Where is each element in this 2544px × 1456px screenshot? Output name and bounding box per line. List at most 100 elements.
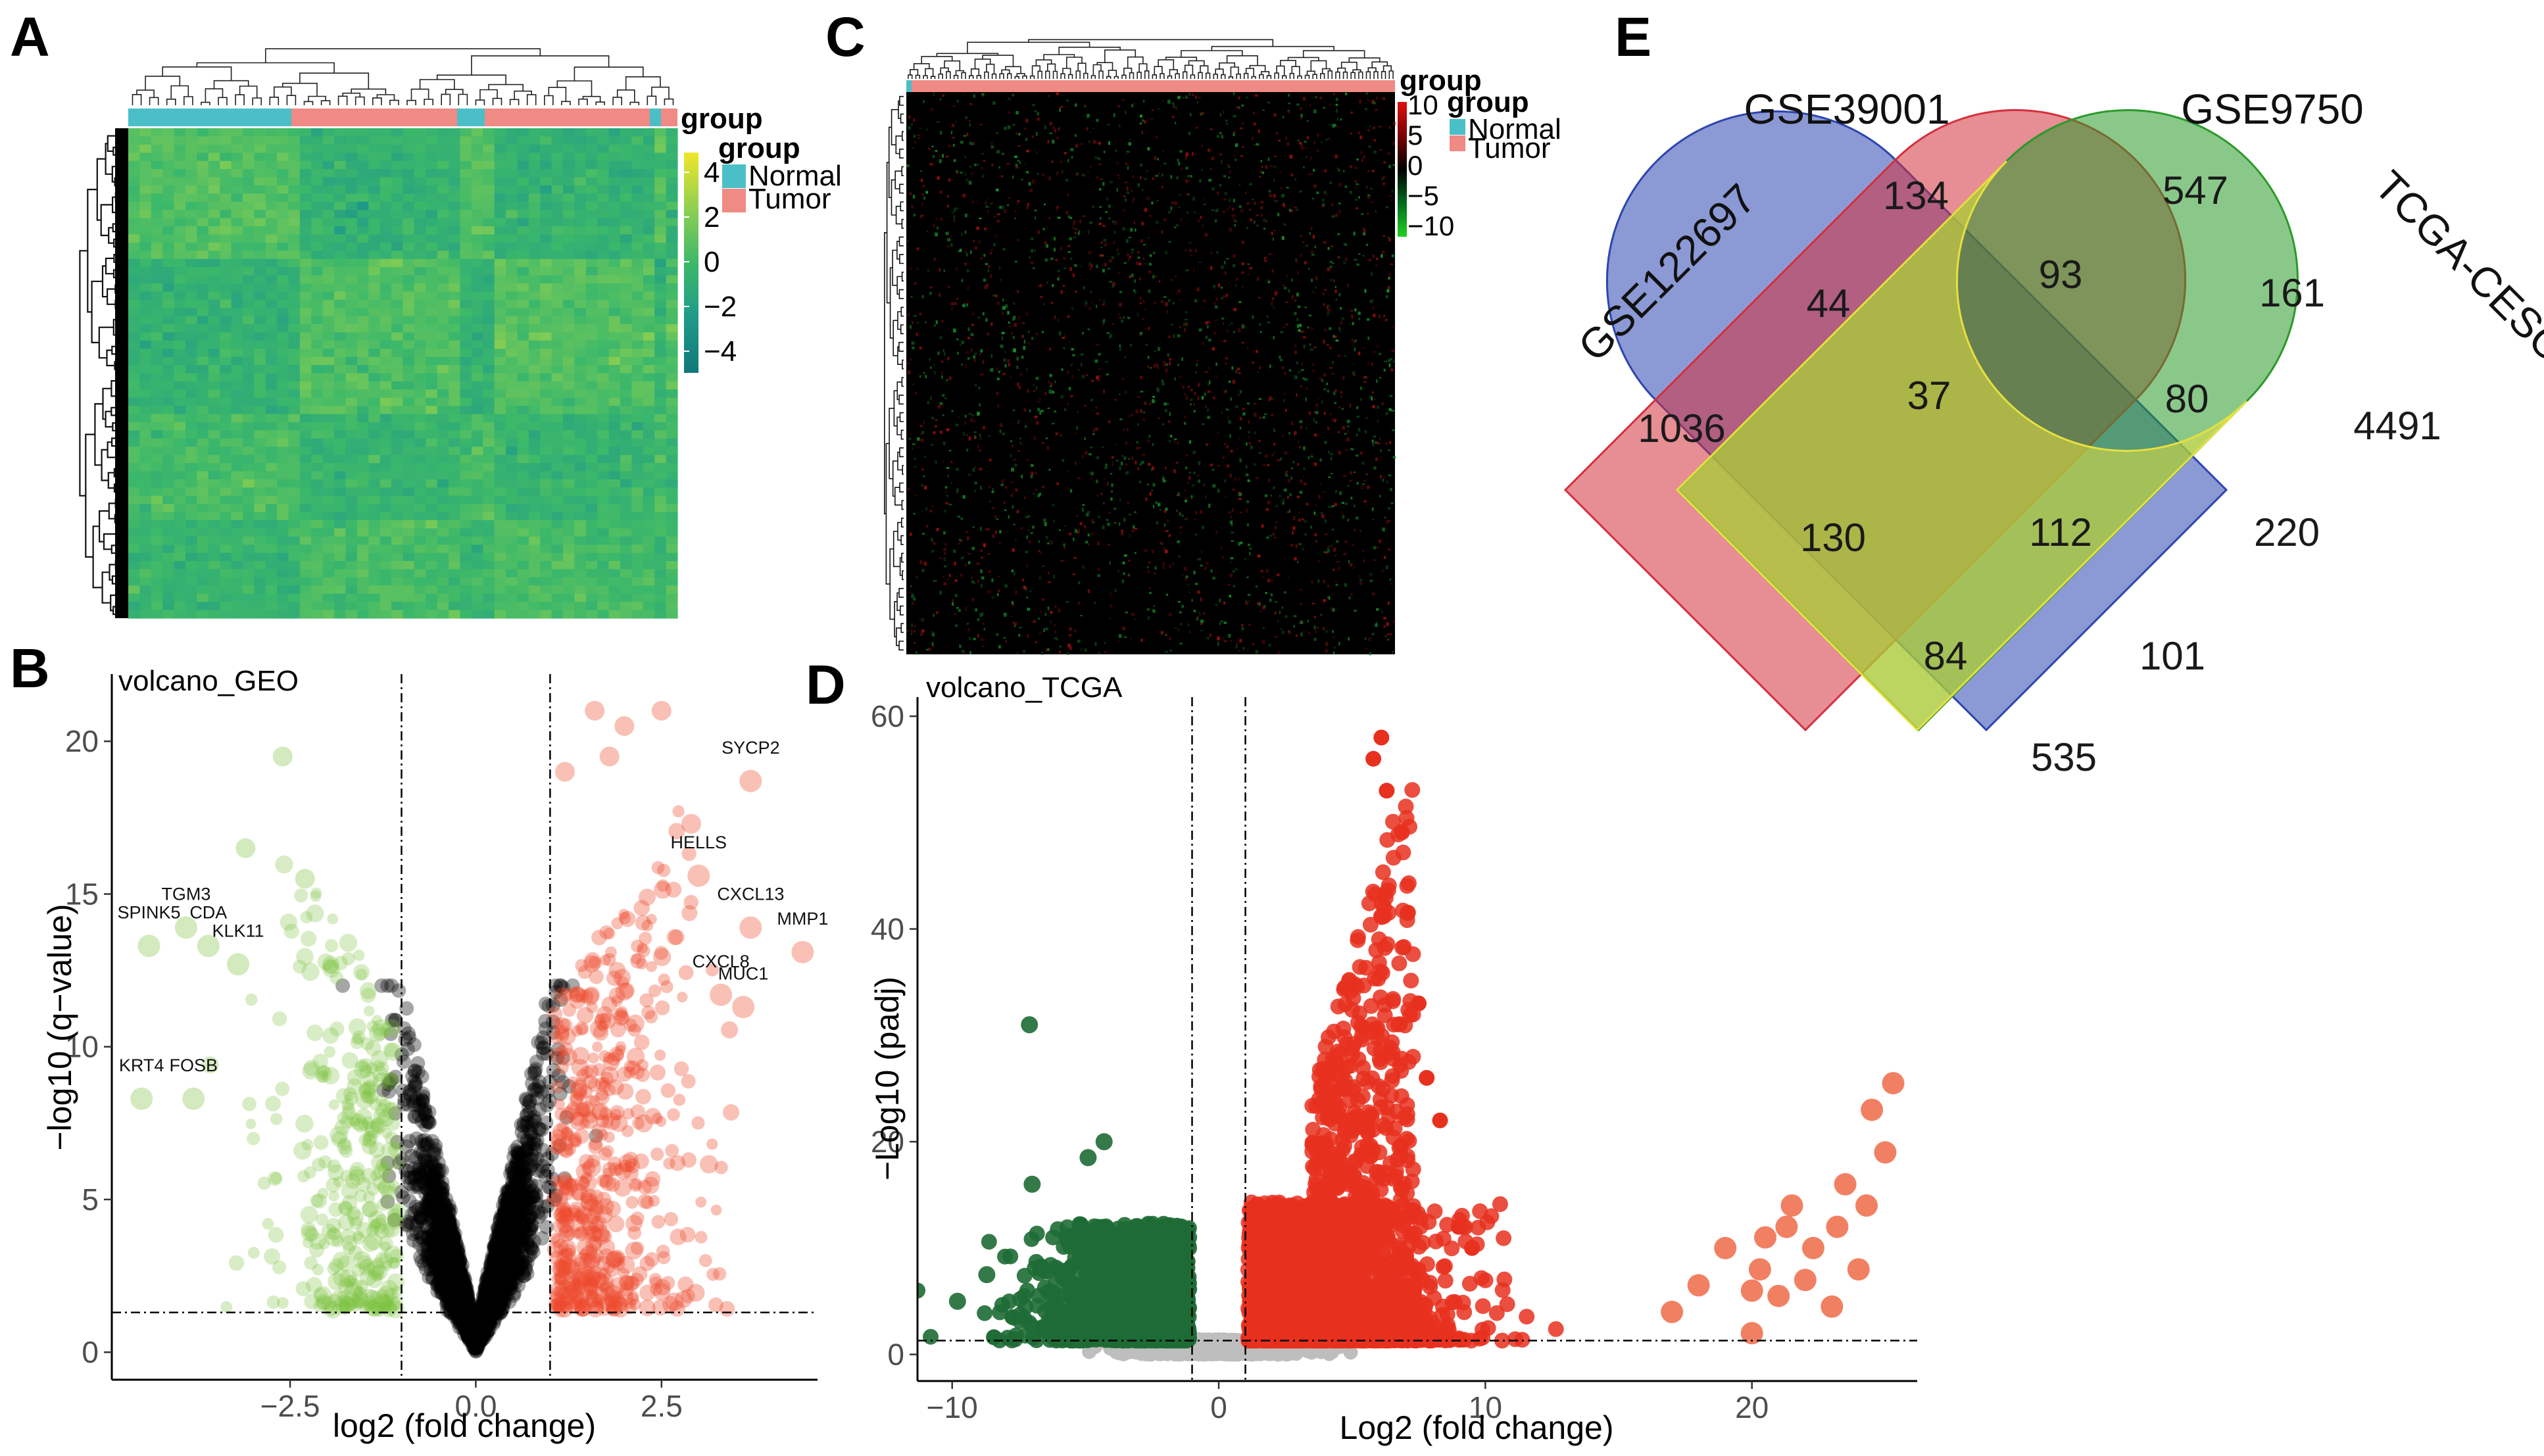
heatmap-cell bbox=[1060, 560, 1064, 562]
heatmap-cell bbox=[151, 136, 163, 145]
heatmap-cell bbox=[368, 332, 381, 341]
heatmap-cell bbox=[391, 593, 404, 602]
heatmap-cell bbox=[528, 308, 541, 317]
heatmap-cell bbox=[403, 308, 415, 317]
heatmap-cell bbox=[139, 275, 152, 284]
heatmap-cell bbox=[243, 373, 255, 382]
heatmap-cell bbox=[620, 153, 632, 162]
heatmap-cell bbox=[265, 153, 278, 162]
heatmap-cell bbox=[414, 267, 426, 276]
heatmap-cell bbox=[597, 356, 610, 366]
heatmap-cell bbox=[483, 438, 495, 447]
heatmap-cell bbox=[1096, 412, 1099, 415]
heatmap-cell bbox=[254, 512, 266, 521]
heatmap-cell bbox=[345, 602, 358, 611]
heatmap-cell bbox=[666, 177, 678, 186]
heatmap-cell bbox=[962, 495, 966, 499]
dendrogram-branch bbox=[1198, 72, 1203, 79]
heatmap-cell bbox=[379, 471, 392, 480]
heatmap-cell bbox=[299, 528, 312, 537]
heatmap-cell bbox=[654, 267, 667, 276]
heatmap-cell bbox=[368, 136, 381, 145]
heatmap-cell bbox=[345, 495, 358, 504]
heatmap-cell bbox=[368, 349, 381, 358]
heatmap-cell bbox=[277, 316, 289, 325]
heatmap-cell bbox=[403, 463, 415, 472]
heatmap-cell bbox=[608, 602, 621, 611]
heatmap-cell bbox=[128, 545, 140, 554]
heatmap-cell bbox=[437, 593, 449, 602]
heatmap-cell bbox=[1012, 93, 1014, 97]
heatmap-cell bbox=[506, 593, 518, 602]
heatmap-cell bbox=[506, 291, 518, 301]
heatmap-cell bbox=[666, 218, 678, 227]
dendrogram-branch bbox=[900, 429, 904, 440]
heatmap-cell bbox=[185, 397, 197, 406]
heatmap-cell bbox=[483, 373, 495, 382]
heatmap-cell bbox=[426, 545, 438, 554]
dendrogram-branch bbox=[269, 97, 280, 105]
heatmap-cell bbox=[930, 366, 932, 369]
heatmap-cell bbox=[277, 545, 289, 554]
heatmap-cell bbox=[345, 438, 358, 447]
heatmap-cell bbox=[254, 185, 266, 194]
heatmap-cell bbox=[1012, 621, 1015, 624]
heatmap-cell bbox=[1179, 545, 1181, 546]
heatmap-cell bbox=[403, 577, 415, 586]
heatmap-cell bbox=[1389, 395, 1393, 397]
heatmap-cell bbox=[1143, 262, 1146, 265]
heatmap-cell bbox=[368, 128, 381, 137]
heatmap-cell bbox=[254, 454, 266, 464]
heatmap-cell bbox=[1246, 465, 1248, 469]
group-segment bbox=[457, 109, 485, 126]
dendrogram-branch bbox=[1092, 64, 1102, 76]
dendrogram-branch bbox=[252, 97, 262, 105]
heatmap-cell bbox=[1213, 301, 1215, 305]
heatmap-cell bbox=[1208, 366, 1211, 370]
heatmap-cell bbox=[923, 475, 925, 477]
heatmap-cell bbox=[1042, 228, 1046, 231]
heatmap-cell bbox=[1327, 426, 1329, 431]
heatmap-cell bbox=[197, 454, 209, 464]
heatmap-cell bbox=[1233, 254, 1236, 258]
heatmap-cell bbox=[1256, 224, 1260, 227]
heatmap-cell bbox=[322, 267, 335, 276]
heatmap-cell bbox=[391, 251, 404, 260]
heatmap-cell bbox=[277, 275, 289, 284]
heatmap-cell bbox=[162, 545, 175, 554]
heatmap-cell bbox=[231, 332, 243, 341]
heatmap-cell bbox=[197, 389, 209, 399]
heatmap-cell bbox=[208, 193, 220, 203]
heatmap-cell bbox=[984, 528, 987, 530]
heatmap-cell bbox=[1276, 200, 1279, 203]
heatmap-cell bbox=[185, 593, 197, 602]
heatmap-cell bbox=[910, 123, 914, 126]
heatmap-cell bbox=[288, 234, 301, 243]
heatmap-cell bbox=[379, 520, 392, 529]
heatmap-cell bbox=[1280, 186, 1283, 190]
heatmap-cell bbox=[254, 610, 266, 619]
heatmap-cell bbox=[345, 512, 358, 521]
heatmap-cell bbox=[345, 324, 358, 333]
heatmap-cell bbox=[506, 308, 518, 317]
heatmap-cell bbox=[1096, 266, 1098, 268]
heatmap-cell bbox=[1308, 456, 1310, 460]
heatmap-cell bbox=[379, 242, 392, 251]
heatmap-cell bbox=[128, 577, 140, 586]
heatmap-cell bbox=[403, 602, 415, 611]
heatmap-cell bbox=[643, 128, 655, 137]
heatmap-cell bbox=[517, 536, 529, 545]
heatmap-cell bbox=[356, 454, 369, 464]
heatmap-cell bbox=[288, 373, 301, 382]
heatmap-cell bbox=[1222, 456, 1225, 459]
heatmap-cell bbox=[1087, 589, 1090, 593]
heatmap-cell bbox=[1273, 537, 1277, 539]
heatmap-cell bbox=[1381, 178, 1384, 180]
heatmap-cell bbox=[265, 430, 278, 439]
heatmap-cell bbox=[128, 316, 140, 325]
heatmap-cell bbox=[1021, 322, 1025, 325]
heatmap-cell bbox=[483, 258, 495, 268]
heatmap-cell bbox=[1144, 308, 1146, 310]
heatmap-cell bbox=[299, 283, 312, 292]
heatmap-cell bbox=[208, 356, 220, 366]
